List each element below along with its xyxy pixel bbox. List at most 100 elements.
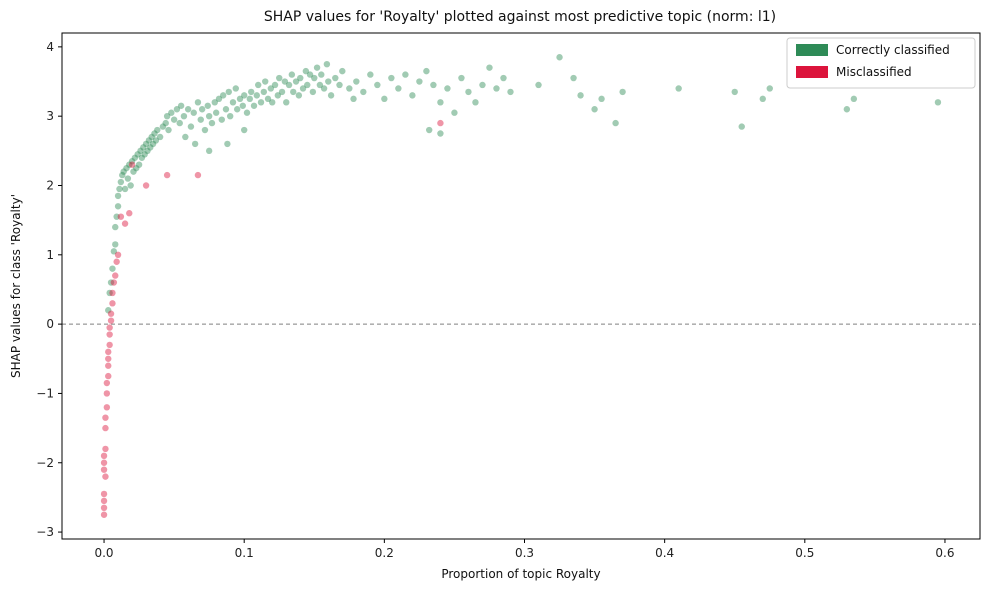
data-point [336,81,343,89]
data-point [211,99,218,106]
plot-frame [61,32,981,540]
data-point [309,88,317,96]
data-point [500,74,507,82]
data-point [250,102,258,109]
data-point [225,88,232,96]
data-point [163,171,171,179]
data-point [556,54,563,61]
data-point [105,348,112,356]
legend-label-misclassified: Misclassified [836,65,912,79]
data-point [107,310,115,317]
data-point [222,106,230,113]
data-point [109,289,116,297]
chart-title: SHAP values for 'Royalty' plotted agains… [264,9,776,25]
data-point [107,279,115,286]
data-point [260,88,268,96]
data-point [598,95,605,103]
x-axis-label: Proportion of topic Royalty [441,567,600,581]
data-point [313,64,321,71]
data-point [180,112,188,120]
data-point [134,151,141,158]
data-point [451,109,458,116]
legend-label-correct: Correctly classified [836,43,950,57]
data-point [570,74,577,82]
data-point [170,116,178,123]
data-point [479,81,486,89]
data-point [126,210,133,217]
plot-area [62,54,980,518]
data-point [493,85,500,92]
data-point [346,85,353,92]
data-point [316,81,324,89]
data-point [850,95,858,103]
data-point [288,71,296,78]
data-point [299,85,307,92]
data-point [243,109,251,116]
data-point [759,95,766,103]
data-point [142,140,150,148]
data-point [437,99,444,106]
x-tick-label: 0.6 [935,546,954,560]
data-point [110,279,118,286]
y-axis-label: SHAP values for class 'Royalty' [9,194,23,378]
data-point [269,99,276,106]
data-point [109,300,116,307]
data-point [306,71,314,78]
data-point [112,241,119,248]
data-point [116,185,123,193]
data-point [190,109,197,116]
data-point [106,341,113,349]
data-point [465,88,472,96]
data-point [843,106,851,113]
data-point [198,106,206,113]
data-point [137,147,144,155]
data-point [148,133,155,141]
data-point [197,116,204,123]
data-point [591,106,598,113]
data-point [182,133,189,141]
x-tick-label: 0.4 [655,546,674,560]
data-point [381,95,388,103]
legend-swatch-correct [796,44,828,56]
data-point [229,99,237,106]
series-0 [105,54,942,314]
data-point [176,119,183,127]
data-point [236,95,244,103]
data-point [133,164,140,172]
legend: Correctly classified Misclassified [786,37,976,89]
data-point [152,137,160,144]
data-point [105,372,112,380]
data-point [149,140,157,148]
data-point [292,78,300,85]
data-point [100,497,108,505]
data-point [274,92,282,99]
data-point [675,85,682,92]
data-point [212,109,220,116]
data-point [934,99,942,106]
data-point [290,88,297,96]
data-point [100,490,108,498]
data-point [264,95,272,103]
data-point [350,95,357,103]
data-point [126,161,133,168]
legend-swatch-misclassified [796,66,828,78]
data-point [100,452,108,460]
data-point [165,126,172,134]
data-point [339,67,346,75]
data-point [144,147,151,155]
data-point [168,109,175,116]
data-point [102,424,109,432]
data-point [233,106,241,113]
data-point [226,112,234,120]
data-point [145,137,153,144]
data-point [205,147,213,155]
data-point [374,81,381,89]
data-point [224,140,231,148]
data-point [121,185,129,193]
x-tick-label: 0.5 [795,546,814,560]
data-point [416,78,423,85]
y-tick-label: 3 [46,109,54,123]
data-point [141,151,148,158]
x-tick-label: 0.2 [375,546,394,560]
